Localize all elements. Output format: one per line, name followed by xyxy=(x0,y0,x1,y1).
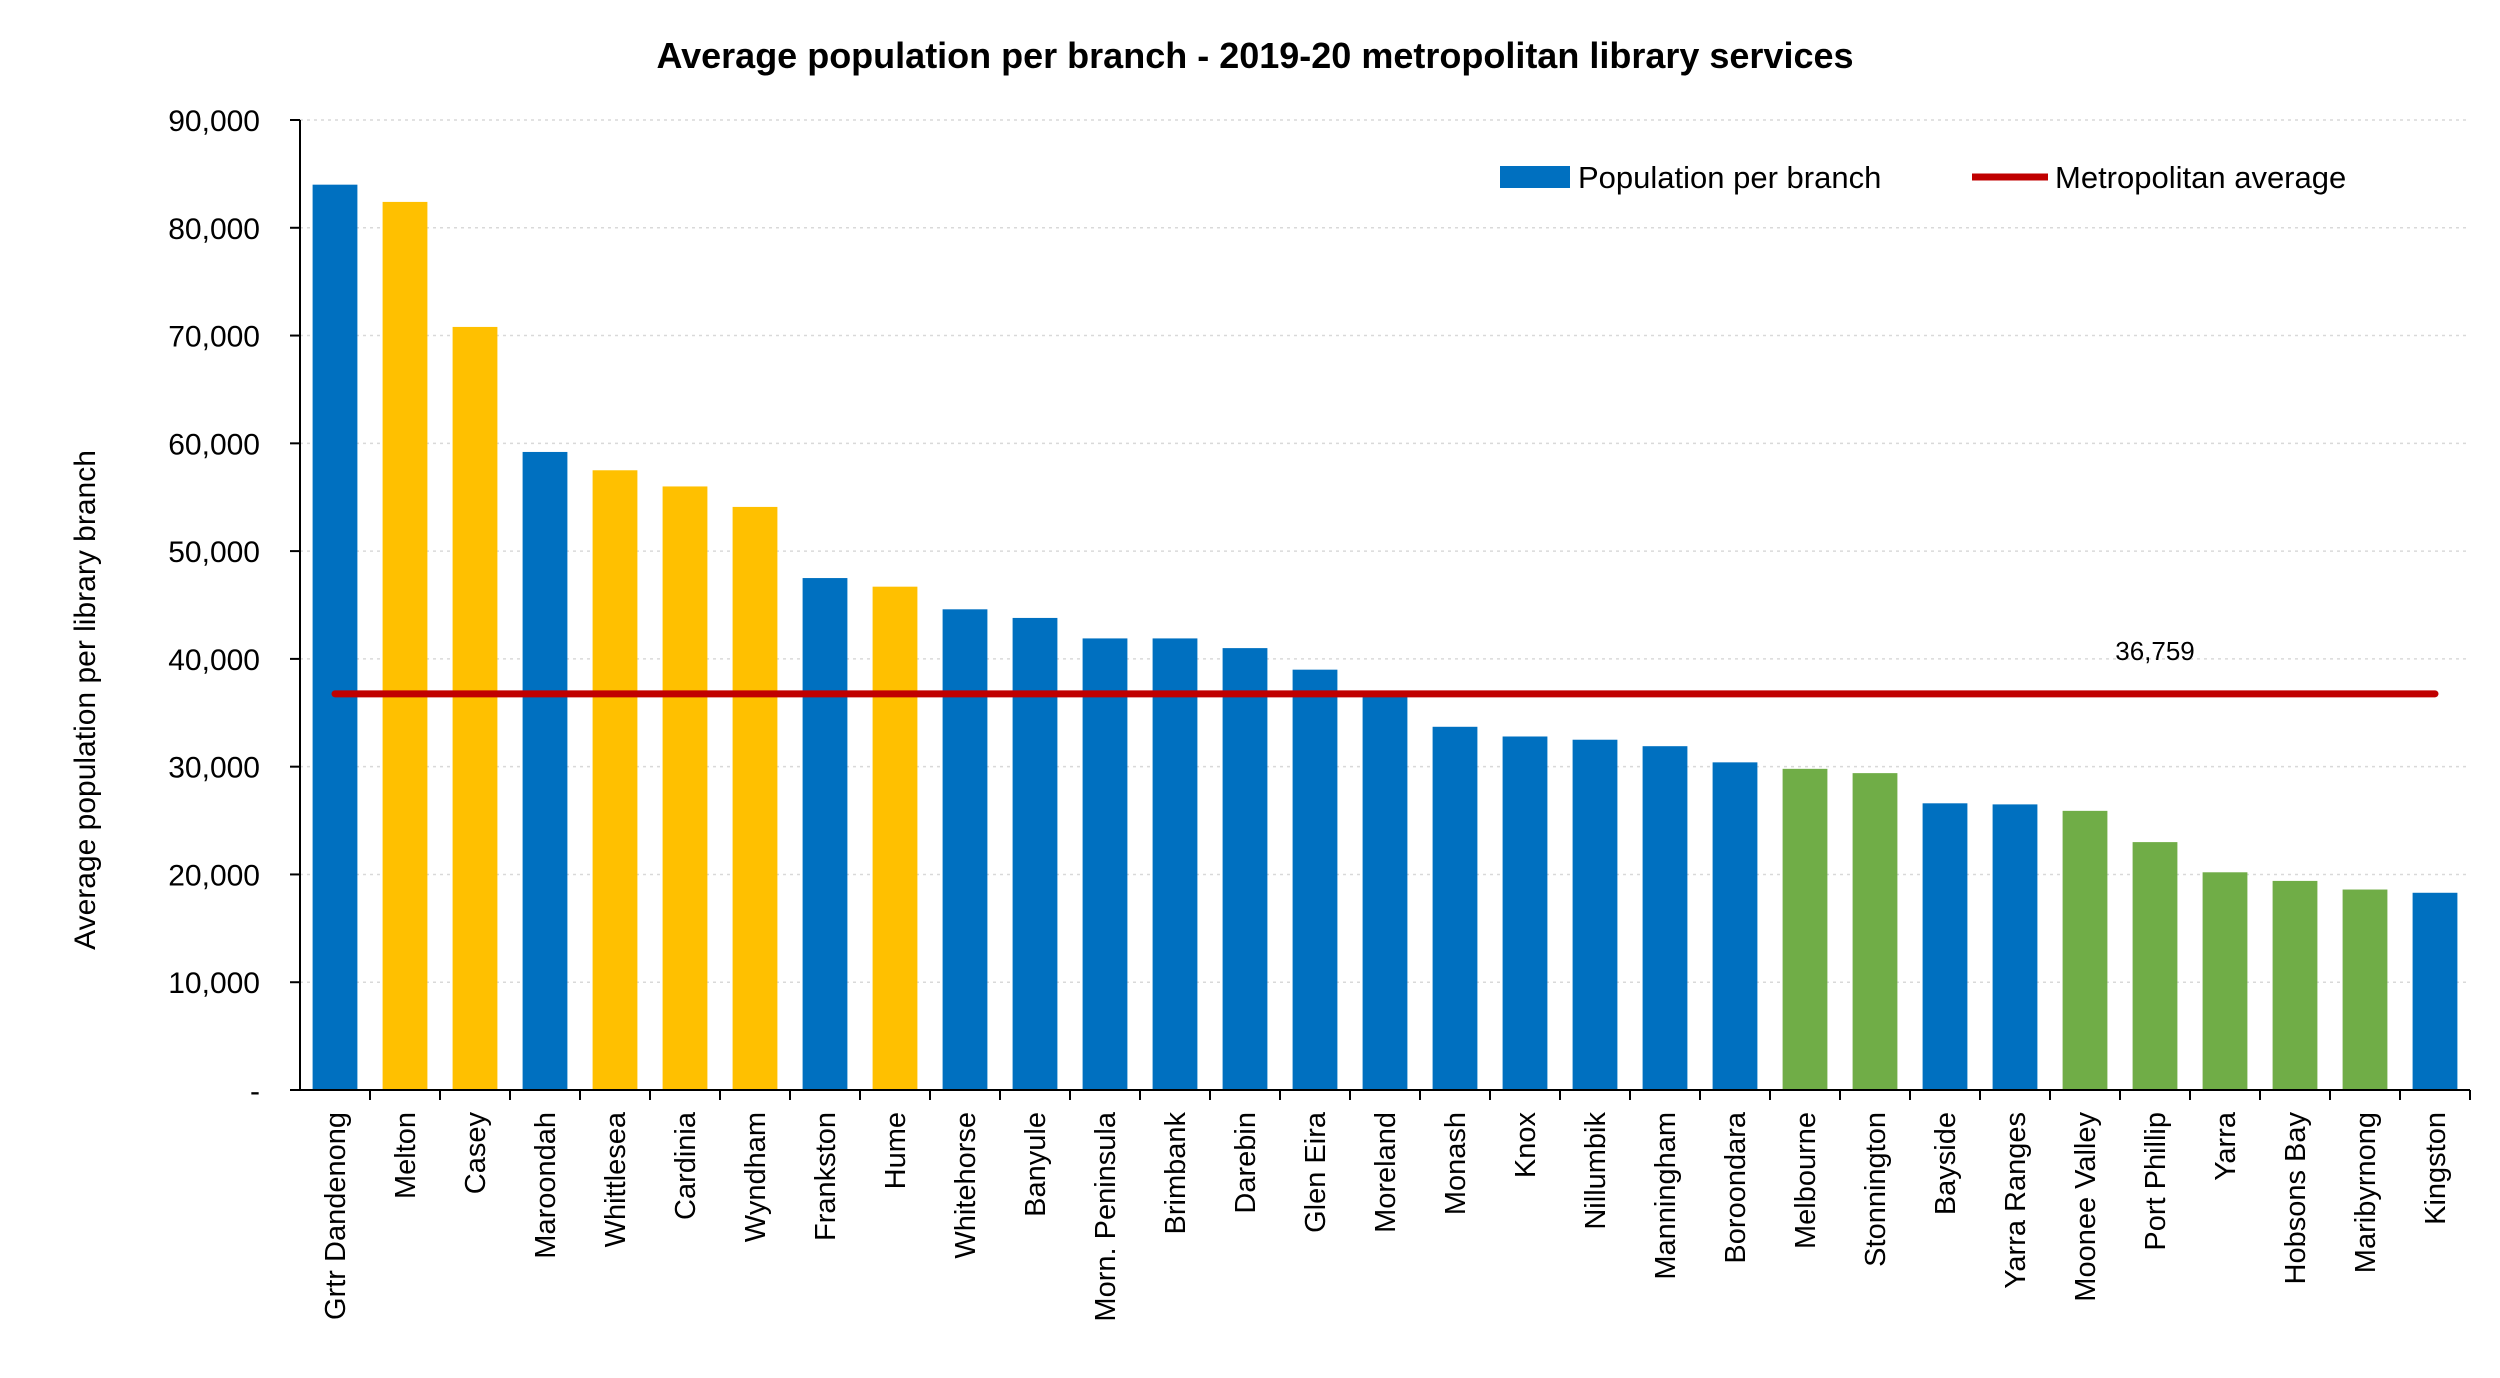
x-tick-label: Whittlesea xyxy=(600,1111,632,1247)
bar-hume xyxy=(872,586,918,1090)
x-tick-label: Moonee Valley xyxy=(2070,1112,2102,1302)
average-line-group: 36,759 xyxy=(331,636,2439,698)
bar-maribyrnong xyxy=(2342,889,2388,1090)
x-tick-label: Port Phillip xyxy=(2140,1112,2172,1251)
bar-yarra xyxy=(2202,872,2248,1090)
x-tick-label: Knox xyxy=(1510,1112,1542,1179)
bar-brimbank xyxy=(1152,638,1198,1090)
bar-banyule xyxy=(1012,617,1058,1090)
average-value-label: 36,759 xyxy=(2115,636,2195,666)
x-tick-label: Glen Eira xyxy=(1300,1111,1332,1233)
x-tick-label: Banyule xyxy=(1020,1112,1052,1217)
bar-melbourne xyxy=(1782,768,1828,1090)
bar-yarra-ranges xyxy=(1992,804,2038,1090)
x-tick-label: Nillumbik xyxy=(1580,1112,1612,1230)
x-tick-label: Kingston xyxy=(2420,1112,2452,1225)
legend-bar-label: Population per branch xyxy=(1578,160,1881,195)
x-tick-label: Melton xyxy=(390,1112,422,1199)
x-tick-label: Casey xyxy=(460,1112,492,1195)
x-tick-label: Monash xyxy=(1440,1112,1472,1215)
x-axis-labels: Grtr Dandenong Melton Casey Maroondah Whittl… xyxy=(320,1090,2471,1322)
x-tick-label: Grtr Dandenong xyxy=(320,1112,352,1320)
bar-bayside xyxy=(1922,803,1968,1090)
bar-cardinia xyxy=(662,486,708,1090)
x-tick-label: Yarra Ranges xyxy=(2000,1112,2032,1289)
y-axis-ticks: - 10,000 20,000 30,000 40,000 50,000 60,000 70,… xyxy=(168,105,300,1108)
bar-moonee-valley xyxy=(2062,810,2108,1090)
bar-glen-eira xyxy=(1292,669,1338,1090)
y-tick-label: 90,000 xyxy=(168,105,260,138)
x-tick-label: Maroondah xyxy=(530,1112,562,1259)
x-tick-label: Frankston xyxy=(810,1112,842,1241)
x-tick-label: Morn. Peninsula xyxy=(1090,1111,1122,1321)
bar-melton xyxy=(382,201,428,1090)
bar-frankston xyxy=(802,578,848,1090)
legend-line-label: Metropolitan average xyxy=(2055,160,2346,195)
x-tick-label: Melbourne xyxy=(1790,1112,1822,1249)
bar-wyndham xyxy=(732,506,778,1090)
x-tick-label: Stonnington xyxy=(1860,1112,1892,1267)
x-tick-label: Maribyrnong xyxy=(2350,1112,2382,1273)
x-tick-label: Bayside xyxy=(1930,1112,1962,1215)
y-tick-label: 10,000 xyxy=(168,967,260,1000)
y-tick-label: 40,000 xyxy=(168,644,260,677)
bar-knox xyxy=(1502,736,1548,1090)
chart-title: Average population per branch - 2019-20 … xyxy=(656,35,1853,76)
bar-grtr-dandenong xyxy=(312,184,358,1090)
bar-kingston xyxy=(2412,892,2458,1090)
y-tick-label: - xyxy=(250,1075,260,1108)
y-tick-label: 60,000 xyxy=(168,428,260,461)
x-tick-label: Boroondara xyxy=(1720,1111,1752,1263)
bar-hobsons-bay xyxy=(2272,880,2318,1090)
legend: Population per branch Metropolitan avera… xyxy=(1500,160,2346,195)
bar-port-phillip xyxy=(2132,842,2178,1090)
bar-boroondara xyxy=(1712,762,1758,1090)
y-axis-title: Average population per library branch xyxy=(69,450,102,950)
y-tick-label: 20,000 xyxy=(168,859,260,892)
bar-stonnington xyxy=(1852,773,1898,1090)
bar-whitehorse xyxy=(942,609,988,1090)
y-tick-label: 30,000 xyxy=(168,752,260,785)
bar-morn-peninsula xyxy=(1082,638,1128,1090)
x-tick-label: Brimbank xyxy=(1160,1112,1192,1235)
x-tick-label: Manningham xyxy=(1650,1112,1682,1280)
bar-nillumbik xyxy=(1572,739,1618,1090)
x-tick-label: Whitehorse xyxy=(950,1112,982,1259)
x-tick-label: Wyndham xyxy=(740,1112,772,1242)
x-tick-label: Darebin xyxy=(1230,1112,1262,1214)
bar-manningham xyxy=(1642,746,1688,1090)
bars xyxy=(312,184,2458,1090)
x-tick-label: Moreland xyxy=(1370,1112,1402,1233)
bar-darebin xyxy=(1222,648,1268,1090)
bar-casey xyxy=(452,326,498,1090)
x-tick-label: Hobsons Bay xyxy=(2280,1112,2312,1285)
x-tick-label: Yarra xyxy=(2210,1111,2242,1181)
bar-whittlesea xyxy=(592,470,638,1090)
bar-moreland xyxy=(1362,694,1408,1090)
bar-monash xyxy=(1432,726,1478,1090)
y-tick-label: 80,000 xyxy=(168,213,260,246)
x-tick-label: Cardinia xyxy=(670,1111,702,1220)
y-tick-label: 50,000 xyxy=(168,536,260,569)
x-tick-label: Hume xyxy=(880,1112,912,1189)
y-tick-label: 70,000 xyxy=(168,321,260,354)
bar-maroondah xyxy=(522,451,568,1090)
legend-bar-swatch xyxy=(1500,166,1570,188)
